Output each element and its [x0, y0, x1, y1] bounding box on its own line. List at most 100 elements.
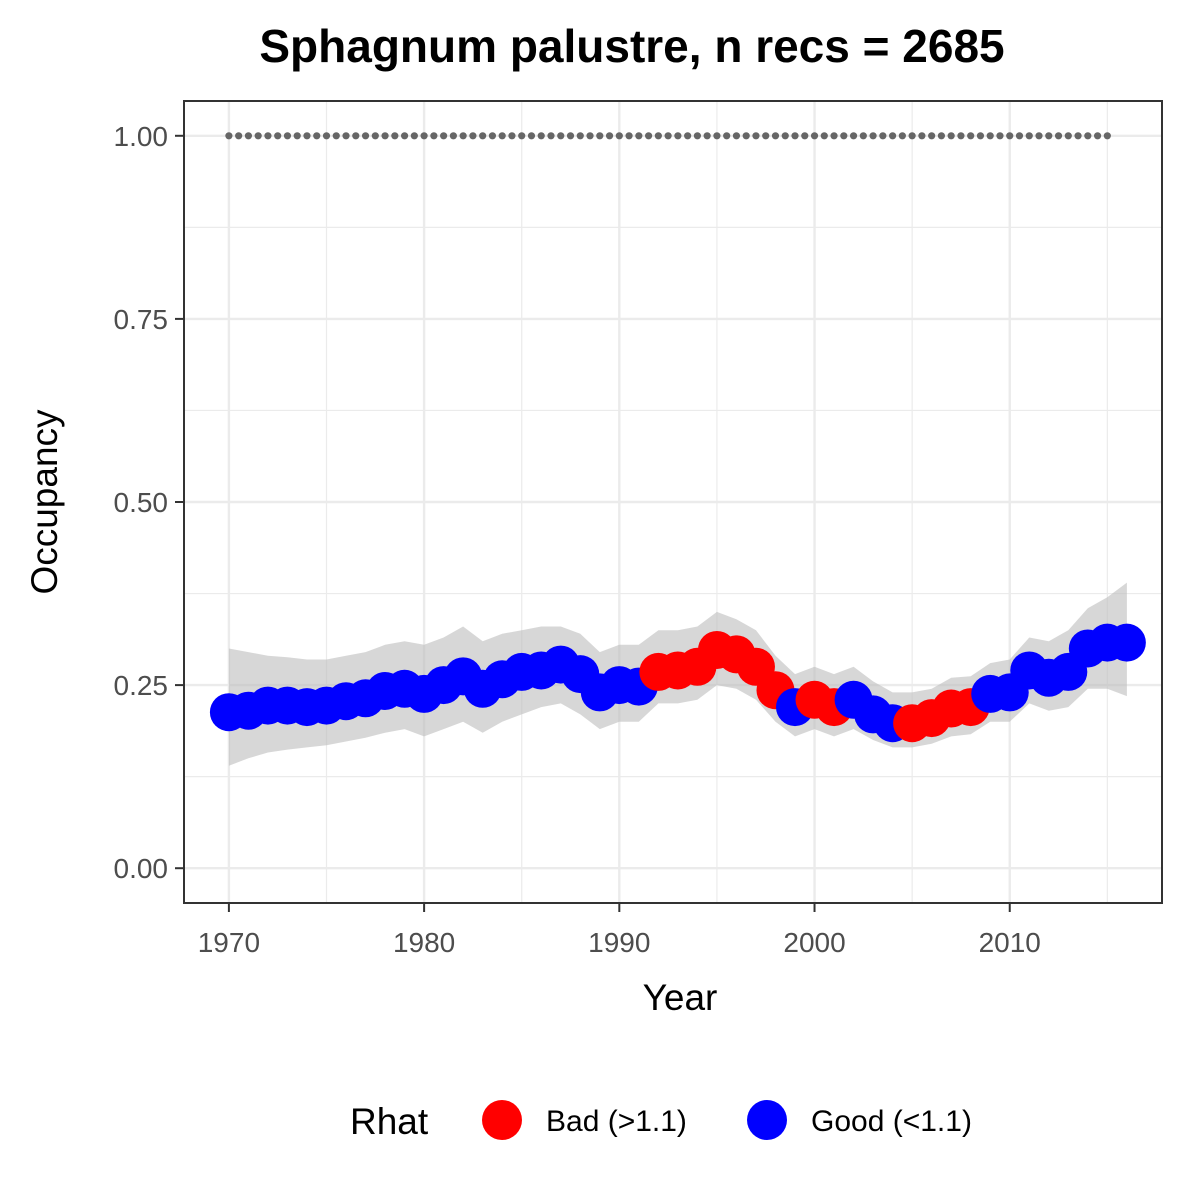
reference-dot — [879, 132, 887, 140]
reference-dot — [703, 132, 711, 140]
reference-dot — [947, 132, 955, 140]
reference-dot — [332, 132, 340, 140]
y-tick-label: 1.00 — [114, 121, 169, 152]
reference-dot — [283, 132, 292, 140]
reference-dot — [684, 132, 692, 140]
reference-dot — [928, 132, 936, 140]
reference-dot — [264, 132, 272, 140]
reference-dot — [1064, 132, 1072, 140]
reference-dot — [644, 132, 653, 140]
data-points-layer — [209, 623, 1146, 743]
reference-dot — [586, 132, 594, 140]
reference-dot — [1054, 132, 1063, 140]
reference-dot — [820, 132, 828, 140]
reference-dot — [244, 132, 253, 140]
reference-dot — [752, 132, 760, 140]
reference-dot — [996, 132, 1004, 140]
reference-dot — [420, 132, 428, 140]
x-tick-label: 2000 — [783, 927, 845, 958]
y-tick-label: 0.50 — [114, 487, 169, 518]
legend-title: Rhat — [350, 1101, 429, 1142]
reference-dot — [557, 132, 565, 140]
reference-dot — [791, 132, 799, 140]
reference-dot — [1074, 132, 1082, 140]
major-gridlines — [184, 101, 1162, 903]
reference-dot — [615, 132, 623, 140]
reference-dot — [1015, 132, 1024, 140]
reference-dot — [635, 132, 643, 140]
reference-dot — [1045, 132, 1053, 140]
reference-dot — [742, 132, 750, 140]
legend-key-good — [747, 1100, 787, 1140]
reference-dot — [801, 132, 809, 140]
x-tick-label: 1970 — [198, 927, 260, 958]
y-axis: 0.00 0.25 0.50 0.75 1.00 — [114, 121, 184, 884]
reference-dot — [693, 132, 702, 140]
reference-dot — [869, 132, 877, 140]
reference-dot — [908, 132, 916, 140]
reference-dot — [371, 132, 379, 140]
reference-dot — [1006, 132, 1014, 140]
reference-dot — [479, 132, 487, 140]
reference-dot — [664, 132, 672, 140]
reference-dot — [254, 132, 262, 140]
reference-dot — [713, 132, 721, 140]
reference-dot — [898, 132, 906, 140]
reference-dot — [449, 132, 457, 140]
reference-dot — [274, 132, 282, 140]
reference-dot — [976, 132, 985, 140]
x-tick-label: 2010 — [979, 927, 1041, 958]
reference-dot — [781, 132, 789, 140]
reference-dot — [293, 132, 301, 140]
legend: Rhat Bad (>1.1) Good (<1.1) — [350, 1100, 972, 1142]
reference-dot — [225, 132, 233, 140]
reference-dot — [400, 132, 409, 140]
reference-dot — [1084, 132, 1092, 140]
reference-dot — [957, 132, 965, 140]
reference-dot — [830, 132, 838, 140]
reference-dot — [342, 132, 350, 140]
chart-title: Sphagnum palustre, n recs = 2685 — [259, 20, 1004, 72]
reference-dot — [381, 132, 389, 140]
legend-label-bad: Bad (>1.1) — [546, 1105, 687, 1138]
reference-dot — [605, 132, 614, 140]
x-tick-label: 1990 — [588, 927, 650, 958]
reference-dot — [918, 132, 926, 140]
reference-dot — [1025, 132, 1033, 140]
reference-dot — [488, 132, 497, 140]
reference-dot — [967, 132, 975, 140]
y-axis-title: Occupancy — [24, 409, 65, 595]
reference-dot — [352, 132, 360, 140]
reference-dot — [410, 132, 418, 140]
y-tick-label: 0.75 — [114, 304, 169, 335]
data-point-2016 — [1107, 623, 1146, 662]
reference-dot — [937, 132, 946, 140]
reference-dot — [732, 132, 741, 140]
legend-key-bad — [482, 1100, 522, 1140]
reference-dot — [1093, 132, 1102, 140]
reference-dot — [527, 132, 536, 140]
reference-dot — [508, 132, 516, 140]
reference-dot — [361, 132, 370, 140]
reference-dot — [771, 132, 780, 140]
reference-dot — [537, 132, 545, 140]
x-axis-title: Year — [643, 977, 718, 1018]
reference-dot — [498, 132, 506, 140]
reference-dot — [469, 132, 477, 140]
reference-dot — [576, 132, 584, 140]
legend-label-good: Good (<1.1) — [811, 1105, 972, 1138]
reference-dot — [840, 132, 848, 140]
reference-dot — [566, 132, 575, 140]
reference-dot — [430, 132, 438, 140]
reference-dot — [391, 132, 399, 140]
x-axis: 1970 1980 1990 2000 2010 — [198, 903, 1041, 958]
reference-dot — [303, 132, 311, 140]
reference-dot — [440, 132, 448, 140]
reference-dot — [674, 132, 682, 140]
reference-dot — [547, 132, 555, 140]
x-tick-label: 1980 — [393, 927, 455, 958]
reference-dots-layer — [225, 132, 1111, 140]
reference-dot — [723, 132, 731, 140]
reference-dot — [322, 132, 331, 140]
